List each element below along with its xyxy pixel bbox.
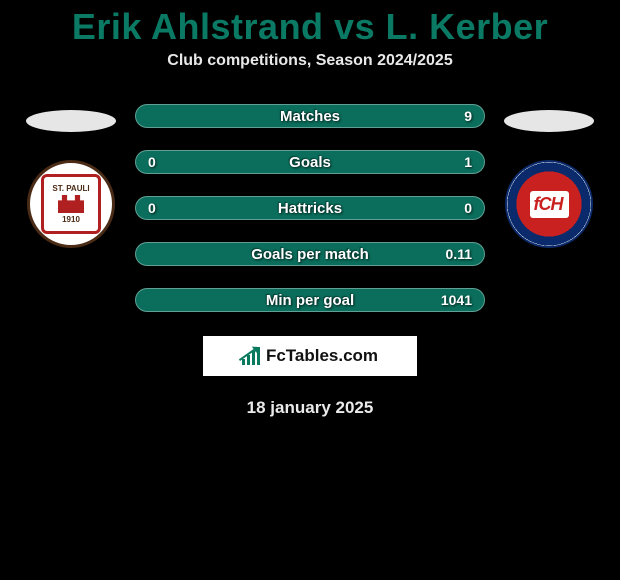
root: Erik Ahlstrand vs L. Kerber Club competi… <box>0 0 620 418</box>
right-club-badge: fCH <box>505 160 593 248</box>
right-side: fCH <box>499 104 599 248</box>
stat-row: Min per goal 1041 <box>135 288 485 312</box>
right-badge-text: fCH <box>530 191 569 218</box>
stat-row: Goals per match 0.11 <box>135 242 485 266</box>
left-club-badge: ST. PAULI 1910 <box>27 160 115 248</box>
stat-right-value: 9 <box>464 108 472 124</box>
stat-right-value: 1 <box>464 154 472 170</box>
left-badge-bottom-text: 1910 <box>62 215 80 224</box>
left-badge-inner: ST. PAULI 1910 <box>41 174 101 234</box>
stat-label: Goals <box>289 154 331 171</box>
stat-right-value: 0.11 <box>446 246 472 262</box>
stat-label: Min per goal <box>266 292 354 309</box>
stat-left-value: 0 <box>148 200 156 216</box>
brand-footer[interactable]: FcTables.com <box>203 336 417 376</box>
brand-text: FcTables.com <box>266 346 378 366</box>
right-player-avatar <box>504 110 594 132</box>
date-label: 18 january 2025 <box>0 398 620 418</box>
stat-row: 0 Hattricks 0 <box>135 196 485 220</box>
chart-icon <box>242 347 260 365</box>
left-player-avatar <box>26 110 116 132</box>
subtitle: Club competitions, Season 2024/2025 <box>0 52 620 70</box>
stat-label: Goals per match <box>251 246 369 263</box>
page-title: Erik Ahlstrand vs L. Kerber <box>0 6 620 48</box>
stat-row: 0 Goals 1 <box>135 150 485 174</box>
stat-left-value: 0 <box>148 154 156 170</box>
castle-icon <box>58 195 84 213</box>
stat-row: Matches 9 <box>135 104 485 128</box>
stat-label: Matches <box>280 108 340 125</box>
stat-label: Hattricks <box>278 200 342 217</box>
left-badge-top-text: ST. PAULI <box>52 184 89 193</box>
stats-column: Matches 9 0 Goals 1 0 Hattricks 0 Goals per matc… <box>135 104 485 312</box>
stat-right-value: 0 <box>464 200 472 216</box>
stat-right-value: 1041 <box>441 292 472 308</box>
left-side: ST. PAULI 1910 <box>21 104 121 248</box>
comparison-panel: ST. PAULI 1910 Matches 9 0 Goals 1 0 Hattricks… <box>0 104 620 312</box>
